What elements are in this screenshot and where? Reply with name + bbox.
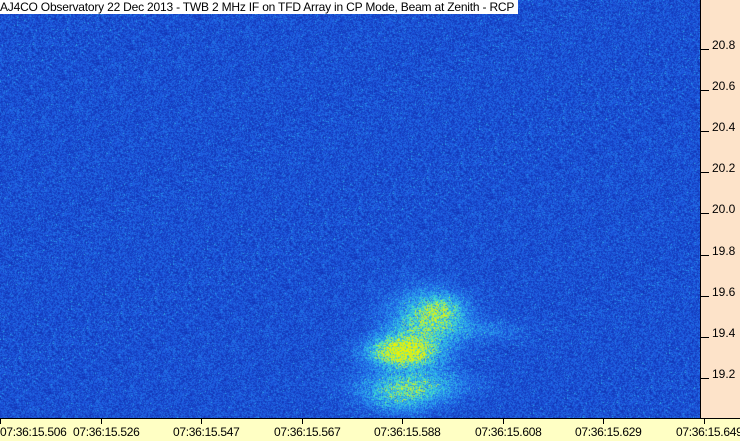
x-tick [402,419,403,424]
y-tick [701,296,709,297]
y-tick [701,255,709,256]
x-tick [603,419,604,424]
x-tick [503,419,504,424]
x-tick [0,419,1,424]
x-tick-label: 07:36:15.506 [0,425,67,439]
y-tick-label: 20.8 [712,38,736,52]
y-tick [701,213,709,214]
x-axis: 07:36:15.506 07:36:15.526 07:36:15.547 07:3… [0,418,740,441]
y-tick [701,337,709,338]
x-tick [101,419,102,424]
x-tick [201,419,202,424]
y-tick [701,131,709,132]
x-tick-label: 07:36:15.649 [676,425,740,439]
y-tick [701,49,709,50]
y-tick [701,378,709,379]
y-tick-label: 20.6 [712,79,736,93]
x-tick-label: 07:36:15.608 [475,425,542,439]
x-tick [302,419,303,424]
y-tick [701,90,709,91]
y-tick [701,172,709,173]
x-tick-label: 07:36:15.567 [274,425,341,439]
chart-title: AJ4CO Observatory 22 Dec 2013 - TWB 2 MH… [0,0,519,14]
x-tick-label: 07:36:15.629 [575,425,642,439]
x-tick [704,419,705,424]
y-tick-label: 19.6 [712,285,736,299]
y-tick-label: 20.4 [712,120,736,134]
spectrogram-heatmap [0,0,700,418]
x-tick-label: 07:36:15.526 [73,425,140,439]
y-tick-label: 19.8 [712,244,736,258]
y-tick-label: 19.4 [712,326,736,340]
y-tick-label: 20.2 [712,161,736,175]
y-tick-label: 19.2 [712,367,736,381]
y-axis: 20.8 20.6 20.4 20.2 20.0 19.8 19.6 19.4 19.2 [700,0,740,418]
x-tick-label: 07:36:15.547 [173,425,240,439]
y-tick-label: 20.0 [712,202,736,216]
x-tick-label: 07:36:15.588 [374,425,441,439]
